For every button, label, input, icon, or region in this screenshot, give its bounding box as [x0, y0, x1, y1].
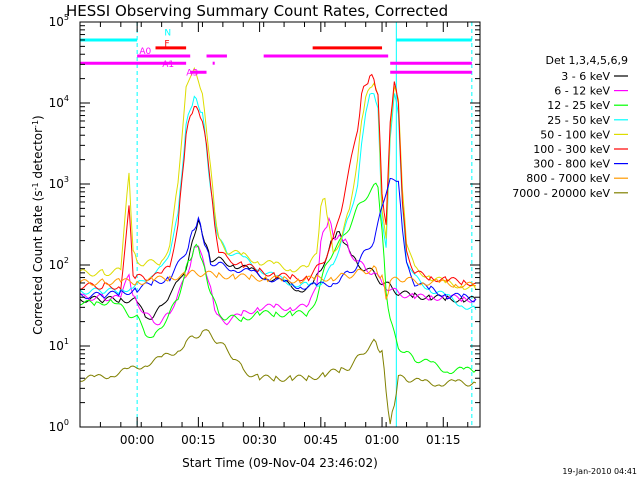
- attenuator-label: N: [164, 29, 171, 39]
- y-axis-label-part: Corrected Count Rate (s: [31, 190, 45, 334]
- x-tick-label: 01:00: [365, 433, 400, 447]
- y-tick-base: 10: [49, 96, 64, 110]
- y-tick-label: 103: [49, 175, 69, 191]
- legend-label: 25 - 50 keV: [547, 114, 610, 127]
- x-tick-label: 00:30: [242, 433, 277, 447]
- series-line-7: [80, 177, 477, 303]
- series-line-2: [80, 216, 477, 326]
- attenuator-label: F: [164, 39, 169, 49]
- y-axis-label: Corrected Count Rate (s-1 detector-1): [31, 115, 46, 334]
- legend-label: 50 - 100 keV: [540, 128, 610, 141]
- y-tick-exponent: 3: [64, 175, 69, 184]
- legend-label: 6 - 12 keV: [554, 85, 610, 98]
- x-tick-label: 00:45: [304, 433, 339, 447]
- series-line-8: [80, 265, 477, 300]
- legend-label: 300 - 800 keV: [533, 158, 610, 171]
- legend-label: 800 - 7000 keV: [526, 172, 610, 185]
- y-tick-exponent: 2: [64, 256, 69, 265]
- series-line-4: [80, 92, 477, 311]
- y-tick-label: 101: [49, 337, 69, 353]
- y-tick-exponent: 5: [64, 13, 69, 22]
- state-bars-layer: NF A0 A1 A3: [80, 29, 472, 78]
- y-tick-label: 100: [49, 418, 69, 434]
- y-tick-base: 10: [49, 339, 64, 353]
- series-line-9: [80, 329, 477, 425]
- y-tick-label: 102: [49, 256, 69, 272]
- attenuator-label: A0: [139, 47, 151, 57]
- y-tick-exponent: 1: [64, 337, 69, 346]
- axes-layer: 00:00 00:15 00:30 00:45 01:00 01:151001011021…: [49, 13, 480, 447]
- y-tick-label: 104: [49, 94, 69, 110]
- y-tick-base: 10: [49, 420, 64, 434]
- x-tick-label: 00:15: [181, 433, 216, 447]
- plot-frame: [79, 21, 481, 428]
- series-layer: [80, 22, 477, 427]
- series-line-5: [80, 66, 477, 290]
- y-axis-label-part: -1: [31, 120, 40, 128]
- legend-title: Det 1,3,4,5,6,9: [545, 54, 628, 67]
- x-tick-label: 00:00: [120, 433, 155, 447]
- y-axis-label-part: -1: [31, 182, 40, 190]
- legend-label: 100 - 300 keV: [533, 143, 610, 156]
- y-tick-label: 105: [49, 13, 69, 29]
- y-axis-label-part: detector: [31, 128, 45, 183]
- chart-title: HESSI Observing Summary Count Rates, Cor…: [66, 2, 448, 20]
- y-axis-label-part: ): [31, 115, 45, 120]
- legend-label: 12 - 25 keV: [547, 99, 610, 112]
- legend-label: 3 - 6 keV: [561, 70, 610, 83]
- y-tick-exponent: 0: [64, 418, 69, 427]
- series-line-3: [80, 182, 477, 375]
- y-tick-exponent: 4: [64, 94, 69, 103]
- y-tick-base: 10: [49, 15, 64, 29]
- footer-date: 19-Jan-2010 04:41: [562, 467, 637, 476]
- y-tick-base: 10: [49, 258, 64, 272]
- legend-label: 7000 - 20000 keV: [512, 187, 610, 200]
- y-tick-base: 10: [49, 177, 64, 191]
- attenuator-label: A1: [162, 60, 174, 70]
- x-axis-label: Start Time (09-Nov-04 23:46:02): [182, 456, 378, 470]
- attenuator-label: A3: [186, 68, 198, 78]
- x-tick-label: 01:15: [426, 433, 461, 447]
